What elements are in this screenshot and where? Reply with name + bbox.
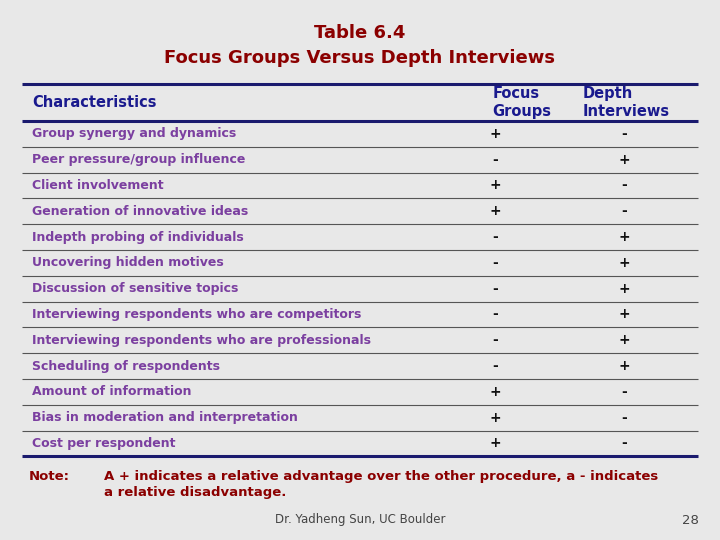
Text: -: - [492,333,498,347]
Text: +: + [490,436,501,450]
Text: -: - [621,178,626,192]
Text: Table 6.4: Table 6.4 [315,24,405,42]
Text: Indepth probing of individuals: Indepth probing of individuals [32,231,244,244]
Text: +: + [618,282,629,295]
Text: -: - [621,436,626,450]
Text: Scheduling of respondents: Scheduling of respondents [32,360,220,373]
Text: Interviewing respondents who are professionals: Interviewing respondents who are profess… [32,334,372,347]
Text: -: - [621,127,626,141]
Text: Bias in moderation and interpretation: Bias in moderation and interpretation [32,411,298,424]
Text: -: - [492,307,498,321]
Text: Characteristics: Characteristics [32,95,157,110]
Text: Cost per respondent: Cost per respondent [32,437,176,450]
Text: Amount of information: Amount of information [32,386,192,399]
Text: +: + [490,127,501,141]
Text: Peer pressure/group influence: Peer pressure/group influence [32,153,246,166]
Text: -: - [492,359,498,373]
Text: Note:: Note: [29,470,70,483]
Text: +: + [618,256,629,270]
Text: Uncovering hidden motives: Uncovering hidden motives [32,256,224,269]
Text: +: + [618,359,629,373]
Text: -: - [621,410,626,424]
Text: Depth
Interviews: Depth Interviews [582,86,670,118]
Text: -: - [492,282,498,295]
Text: -: - [492,256,498,270]
Text: +: + [490,385,501,399]
Text: +: + [618,153,629,167]
Text: Dr. Yadheng Sun, UC Boulder: Dr. Yadheng Sun, UC Boulder [275,514,445,526]
Text: Generation of innovative ideas: Generation of innovative ideas [32,205,248,218]
Text: A + indicates a relative advantage over the other procedure, a - indicates
a rel: A + indicates a relative advantage over … [104,470,659,500]
Text: Client involvement: Client involvement [32,179,164,192]
Text: -: - [621,204,626,218]
Text: +: + [490,410,501,424]
Text: -: - [492,230,498,244]
Text: Focus Groups Versus Depth Interviews: Focus Groups Versus Depth Interviews [164,49,556,66]
Text: Focus
Groups: Focus Groups [492,86,552,118]
Text: 28: 28 [682,514,698,526]
Text: Discussion of sensitive topics: Discussion of sensitive topics [32,282,239,295]
Text: Interviewing respondents who are competitors: Interviewing respondents who are competi… [32,308,361,321]
Text: -: - [492,153,498,167]
Text: +: + [618,230,629,244]
Text: Group synergy and dynamics: Group synergy and dynamics [32,127,237,140]
Text: -: - [621,385,626,399]
Text: +: + [618,307,629,321]
Text: +: + [490,178,501,192]
Text: +: + [490,204,501,218]
Text: +: + [618,333,629,347]
